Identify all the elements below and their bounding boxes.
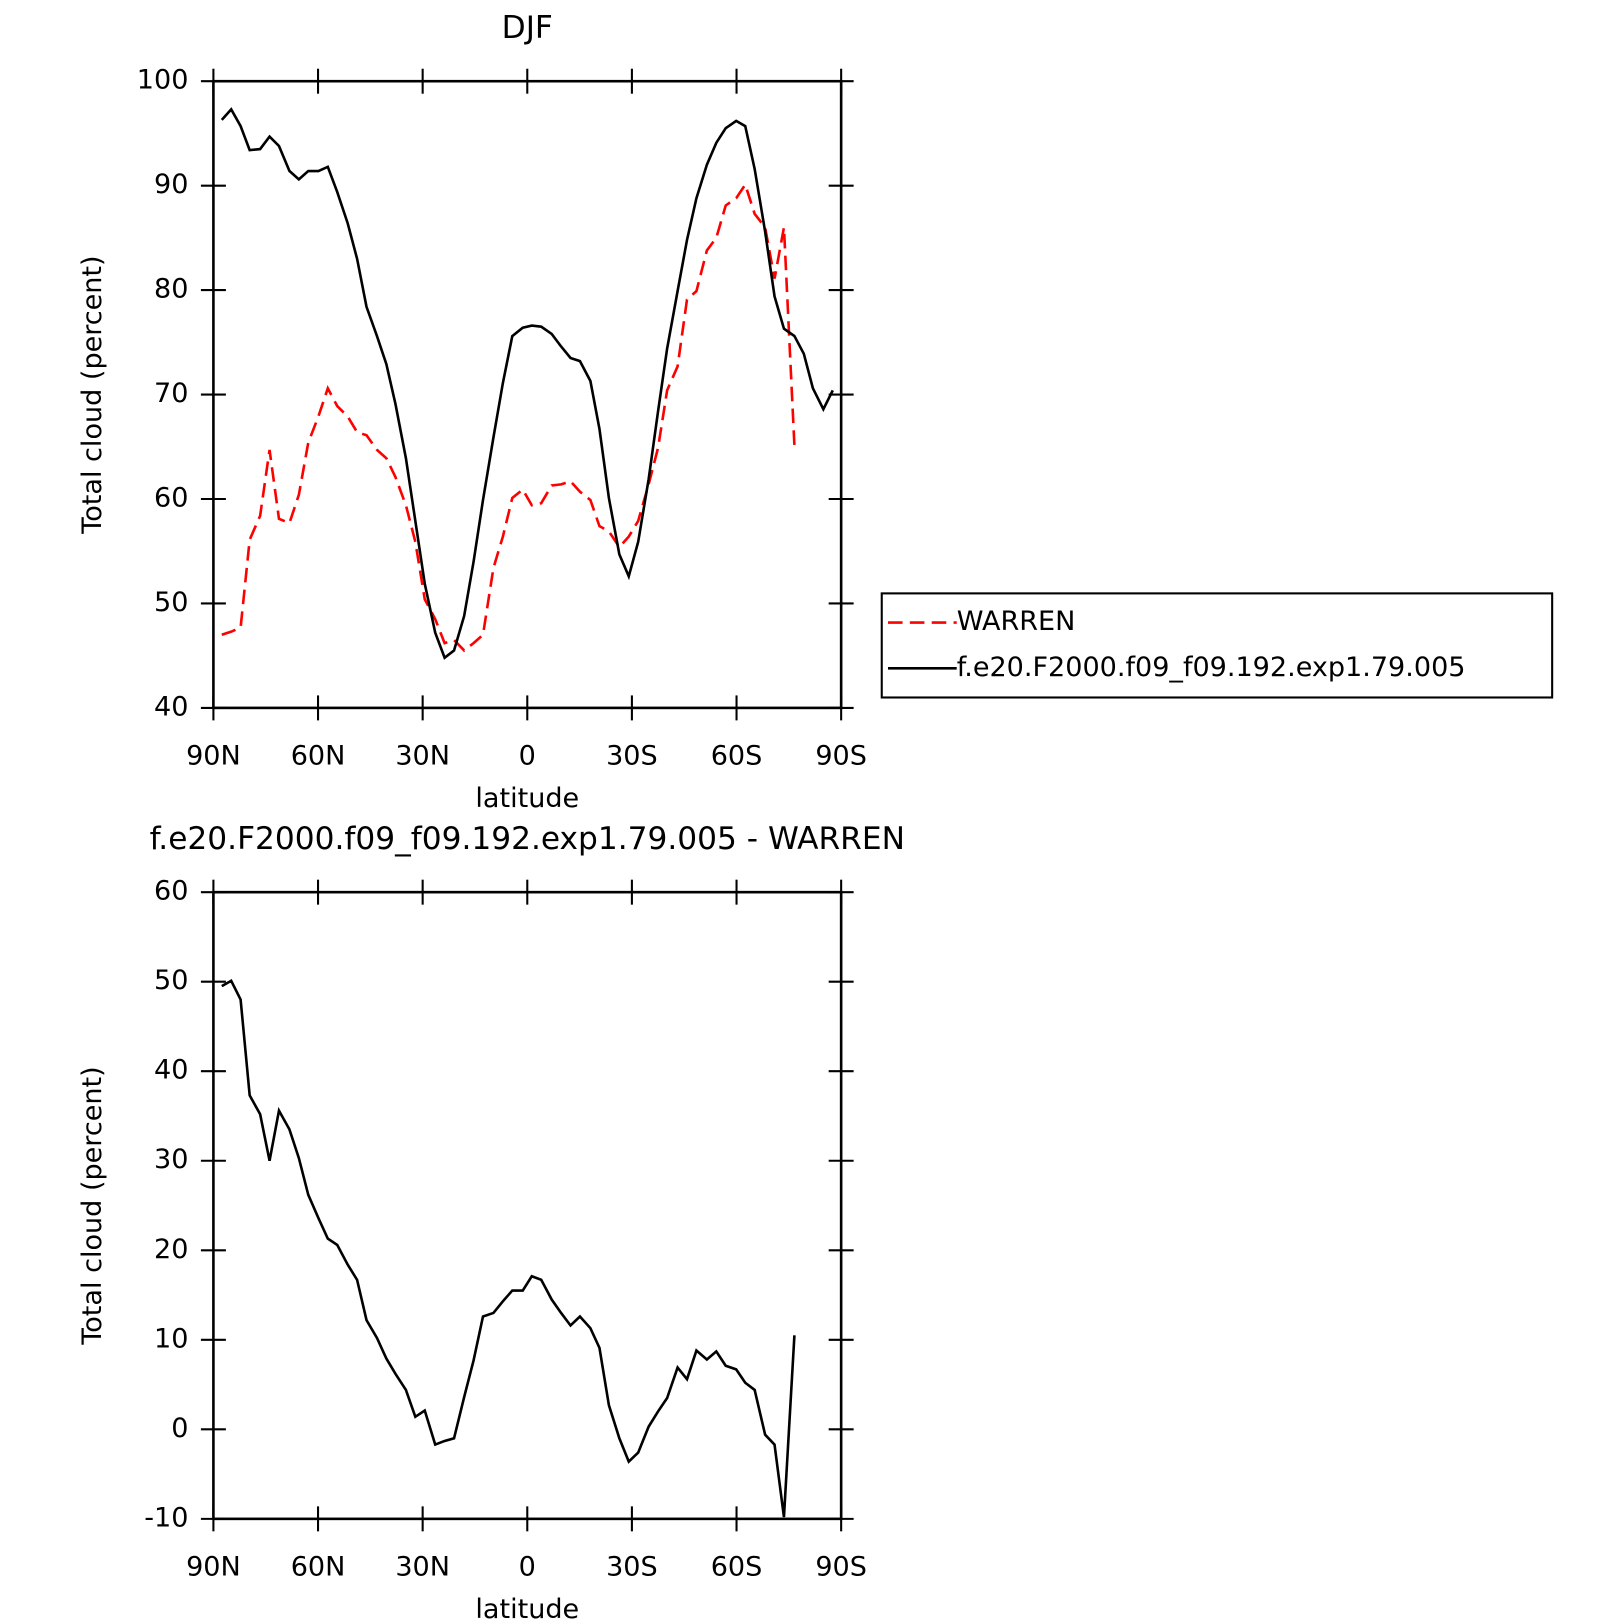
x-tick-label: 60S — [711, 740, 763, 771]
y-tick-label: 50 — [154, 965, 188, 996]
y-axis-label: Total cloud (percent) — [77, 1066, 108, 1345]
y-tick-label: -10 — [144, 1502, 188, 1533]
y-tick-label: 100 — [137, 65, 189, 96]
y-tick-label: 90 — [154, 169, 188, 200]
x-tick-label: 90S — [815, 740, 867, 771]
x-axis-label: latitude — [475, 783, 579, 814]
x-tick-label: 30S — [606, 1551, 658, 1582]
y-axis-label: Total cloud (percent) — [77, 255, 108, 534]
panel: DJF 40 50 60 70 80 90 100 90N 60N 30N 0 30S 60S 90S lat… — [77, 10, 1554, 814]
x-tick-label: 0 — [519, 740, 536, 771]
data-line — [221, 978, 796, 1518]
chart-title: f.e20.F2000.f09_f09.192.exp1.79.005 - WA… — [150, 821, 905, 857]
x-tick-label: 30N — [395, 1551, 450, 1582]
legend-box — [880, 592, 1554, 699]
x-tick-label: 60S — [711, 1551, 763, 1582]
x-tick-label: 60N — [291, 1551, 346, 1582]
x-tick-label: 30S — [606, 740, 658, 771]
panel: f.e20.F2000.f09_f09.192.exp1.79.005 - WA… — [77, 821, 905, 1624]
x-tick-label: 90N — [186, 740, 241, 771]
y-tick-label: 80 — [154, 274, 188, 305]
legend-label: WARREN — [957, 606, 1076, 637]
legend-label: f.e20.F2000.f09_f09.192.exp1.79.005 — [957, 652, 1466, 683]
y-tick-label: 40 — [154, 1055, 188, 1086]
y-tick-label: 30 — [154, 1144, 188, 1175]
x-tick-label: 0 — [519, 1551, 536, 1582]
y-tick-label: 0 — [171, 1413, 188, 1444]
chart-title: DJF — [502, 10, 553, 46]
x-tick-label: 90S — [815, 1551, 867, 1582]
y-tick-label: 20 — [154, 1234, 188, 1265]
plot-frame — [212, 79, 843, 710]
y-tick-label: 60 — [154, 876, 188, 907]
y-tick-label: 40 — [154, 691, 188, 722]
x-tick-label: 90N — [186, 1551, 241, 1582]
x-axis-label: latitude — [475, 1594, 579, 1624]
data-line — [221, 181, 796, 653]
y-tick-label: 60 — [154, 482, 188, 513]
plot-frame — [212, 890, 843, 1521]
x-tick-label: 30N — [395, 740, 450, 771]
data-line — [220, 107, 834, 660]
y-tick-label: 50 — [154, 587, 188, 618]
y-tick-label: 10 — [154, 1323, 188, 1354]
y-tick-label: 70 — [154, 378, 188, 409]
x-tick-label: 60N — [291, 740, 346, 771]
